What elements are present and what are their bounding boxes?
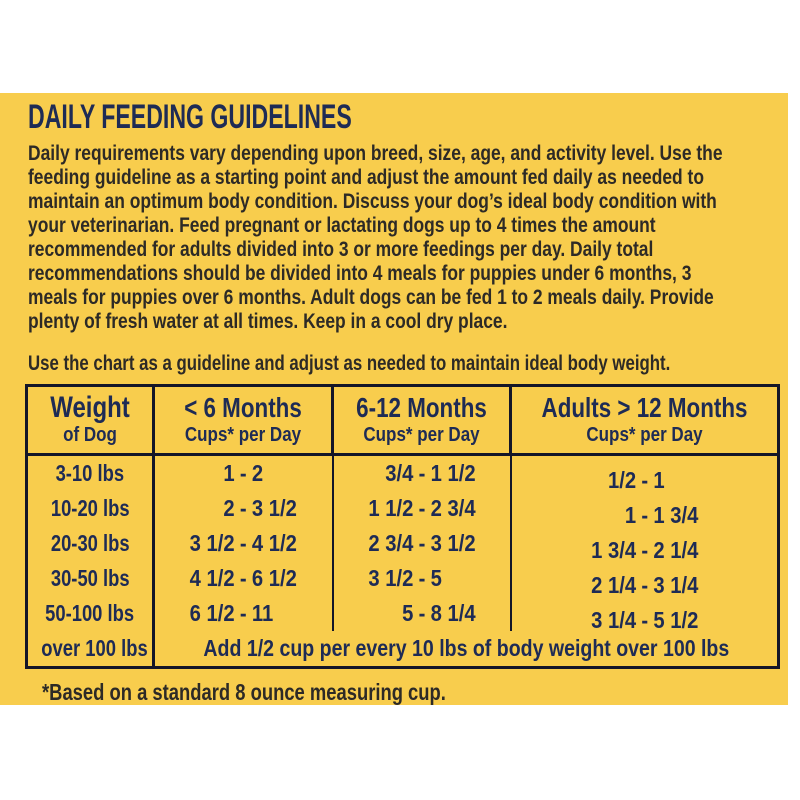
feeding-table: Weight of Dog < 6 Months Cups* per Day 6… [25,384,780,669]
table-row: 20-30 lbs 3 1/2-4 1/2 2 3/4-3 1/2 1 3/4-… [27,526,779,563]
range-dash: - [418,530,425,556]
range-dash: - [418,600,425,626]
weight-cell: 50-100 lbs [45,600,135,626]
table-row-over-100: over 100 lbs Add 1/2 cup per every 10 lb… [27,631,779,668]
header-adults: Adults > 12 Months Cups* per Day [509,385,779,456]
range-dash: - [418,495,425,521]
range-dash: - [239,530,247,556]
m6to12-cell: 5-8 1/4 [331,596,511,631]
header-under-6-months: < 6 Months Cups* per Day [152,385,333,456]
header-weight-title: Weight [50,391,130,424]
range-dash: - [418,460,425,486]
weight-cell: 30-50 lbs [50,565,130,591]
intro-line: maintain an optimum body condition. Disc… [28,190,717,213]
header-adults-subtitle: Cups* per Day [586,424,703,446]
range-dash: - [239,460,247,486]
header-6-12-months: 6-12 Months Cups* per Day [331,385,511,456]
adults-cell: 1 3/4-2 1/4 [509,526,779,563]
table-row: 10-20 lbs 2-3 1/2 1 1/2-2 3/4 1-1 3/4 [27,491,779,528]
feeding-guidelines-panel: DAILY FEEDING GUIDELINES Daily requireme… [0,93,788,705]
weight-cell: 10-20 lbs [50,495,130,521]
range-dash: - [239,565,247,591]
range-dash: - [418,565,425,591]
page-title: DAILY FEEDING GUIDELINES [28,98,352,136]
under6-cell: 4 1/2-6 1/2 [152,561,333,596]
table-row: 3-10 lbs 1-2 3/4-1 1/2 1/2-1 [27,454,779,493]
m6to12-cell: 2 3/4-3 1/2 [331,526,511,561]
weight-cell: 20-30 lbs [50,530,130,556]
adults-cell: 2 1/4-3 1/4 [509,561,779,598]
range-dash: - [640,607,648,633]
header-under-6-subtitle: Cups* per Day [184,424,302,446]
add-cup-cell: Add 1/2 cup per every 10 lbs of body wei… [152,631,779,668]
chart-usage-note: Use the chart as a guideline and adjust … [28,352,671,375]
intro-paragraph: Daily requirements vary depending upon b… [28,142,788,334]
adults-cell: 1-1 3/4 [509,491,779,528]
range-dash: - [239,495,247,521]
table-row: 50-100 lbs 6 1/2-11 5-8 1/4 3 1/4-5 1/2 [27,596,779,633]
header-6-12-title: 6-12 Months [356,392,487,423]
intro-line: recommended for adults divided into 3 or… [28,238,654,261]
range-dash: - [239,600,247,626]
range-dash: - [640,467,648,493]
header-weight-subtitle: of Dog [63,424,117,446]
header-6-12-subtitle: Cups* per Day [363,424,480,446]
header-under-6-title: < 6 Months [184,392,302,423]
under6-cell: 2-3 1/2 [152,491,333,526]
under6-cell: 3 1/2-4 1/2 [152,526,333,561]
intro-line: recommendations should be divided into 4… [28,262,692,285]
weight-cell: 3-10 lbs [55,460,125,486]
range-dash: - [640,537,648,563]
m6to12-cell: 3/4-1 1/2 [331,454,511,491]
table-header-row: Weight of Dog < 6 Months Cups* per Day 6… [26,385,779,456]
header-adults-title: Adults > 12 Months [541,392,748,423]
intro-line: meals for puppies over 6 months. Adult d… [28,286,714,309]
m6to12-cell: 1 1/2-2 3/4 [331,491,511,526]
range-dash: - [640,502,648,528]
range-dash: - [640,572,648,598]
adults-cell: 1/2-1 [509,454,779,493]
intro-line: feeding guideline as a starting point an… [28,166,704,189]
adults-cell: 3 1/4-5 1/2 [509,596,779,633]
intro-line: Daily requirements vary depending upon b… [28,142,723,165]
m6to12-cell: 3 1/2-5 [331,561,511,596]
intro-line: your veterinarian. Feed pregnant or lact… [28,214,656,237]
table-row: 30-50 lbs 4 1/2-6 1/2 3 1/2-5 2 1/4-3 1/… [27,561,779,598]
weight-cell: over 100 lbs [41,635,148,661]
intro-line: plenty of fresh water at all times. Keep… [28,310,508,333]
header-weight: Weight of Dog [26,385,154,456]
footnote: *Based on a standard 8 ounce measuring c… [42,679,446,705]
under6-cell: 6 1/2-11 [152,596,333,631]
under6-cell: 1-2 [152,454,333,491]
